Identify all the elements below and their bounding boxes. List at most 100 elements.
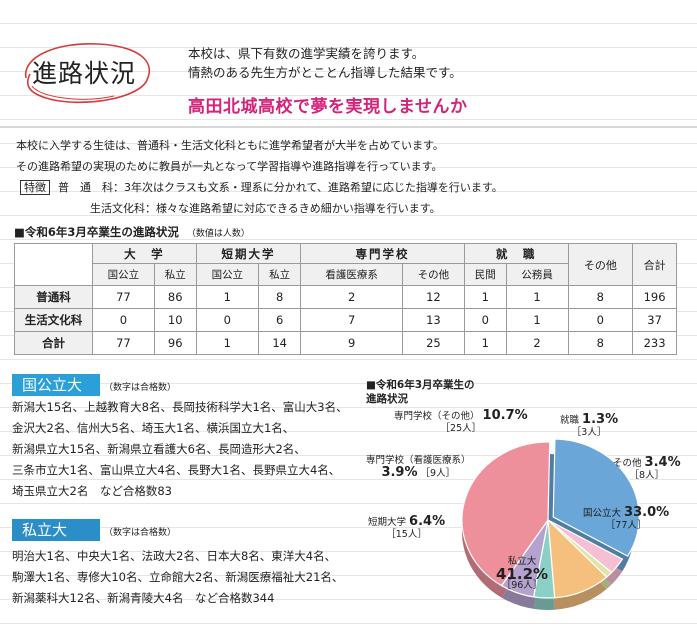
table-cell: 0 — [463, 308, 507, 332]
group-vocational: 専門学校 — [300, 243, 465, 264]
slice-label-percent: 3.4% — [644, 455, 681, 470]
slice-label-count: ［96人］ — [501, 580, 543, 591]
table-cell: 196 — [632, 285, 677, 309]
table-cell: 7 — [300, 308, 404, 332]
table-title-text: ■令和6年3月卒業生の進路状況 — [14, 225, 179, 239]
slice-label-percent: 3.9% — [381, 465, 418, 480]
sub-header: 公務員 — [505, 263, 569, 286]
slice-label-name: 専門学校（看護医療系） — [366, 455, 471, 466]
desc-line-feature: 特徴普 通 科：3年次はクラスも文系・理系に分かれて、進路希望に応じた指導を行い… — [20, 179, 503, 195]
national-university-band: 国公立大 — [12, 374, 100, 396]
table-cell: 6 — [258, 308, 302, 332]
feature-lifestyle: 生活文化科：様々な進路希望に対応できるきめ細かい指導を行います。 — [90, 202, 441, 215]
private-list: 明治大1名、中央大1名、法政大2名、日本大8名、東洋大4名、 駒澤大1名、専修大… — [12, 546, 343, 609]
table-corner — [14, 243, 93, 286]
slice-label-name: 短期大学 — [368, 517, 407, 528]
sub-header: 民間 — [463, 263, 507, 286]
table-cell: 14 — [258, 331, 302, 355]
national-note: （数字は合格数） — [104, 383, 177, 393]
row-header: 生活文化科 — [14, 308, 93, 332]
slice-label-count: ［15人］ — [386, 529, 427, 540]
sub-header: その他 — [402, 263, 465, 286]
slice-label-name: 就職 — [560, 415, 580, 426]
slice-label-percent: 10.7% — [482, 408, 528, 423]
slice-label-national: 国公立大 33.0% ［77人］ — [583, 505, 670, 532]
sub-header: 看護医療系 — [300, 263, 404, 286]
group-employment: 就 職 — [463, 243, 569, 264]
table-cell: 25 — [402, 331, 465, 355]
desc-line: 本校に入学する生徒は、普通科・生活文化科ともに進学希望者が大半を占めています。 — [16, 139, 444, 152]
slice-label-other: その他 3.4% ［8人］ — [613, 455, 681, 482]
feature-general: 普 通 科：3年次はクラスも文系・理系に分かれて、進路希望に応じた指導を行います… — [58, 181, 503, 194]
slice-label-name: 専門学校（その他） — [394, 411, 480, 422]
slice-label-count: ［9人］ — [420, 468, 456, 479]
chart-title: ■令和6年3月卒業生の 進路状況 — [366, 378, 475, 406]
table-cell: 77 — [92, 285, 155, 309]
sub-header: 私立 — [258, 263, 302, 286]
slice-label-count: ［8人］ — [629, 470, 665, 481]
chart-title-line: ■令和6年3月卒業生の — [366, 379, 475, 391]
slice-label-private: 私立大 41.2% ［96人］ — [496, 556, 548, 592]
table-cell: 96 — [153, 331, 197, 355]
pie-slice-side-vocational-other — [548, 532, 607, 610]
intro-line: 情熱のある先生方がとことん指導した結果です。 — [188, 65, 462, 80]
table-cell: 9 — [300, 331, 404, 355]
sub-header: 私立 — [153, 263, 197, 286]
col-other: その他 — [567, 243, 634, 286]
title-circle-decoration — [25, 43, 151, 104]
page-title: 進路状況 — [32, 59, 137, 88]
slice-label-count: ［25人］ — [440, 423, 482, 434]
table-row: 普通科 77 86 1 8 2 12 1 1 8 196 — [14, 285, 677, 309]
table-cell: 1 — [505, 285, 569, 309]
list-item: 埼玉県立大2名 など合格数83 — [12, 484, 172, 498]
pie-slice-side-other — [548, 532, 623, 585]
table-cell: 2 — [300, 285, 404, 309]
table-row: 合計 77 96 1 14 9 25 1 2 8 233 — [14, 331, 677, 355]
row-header: 合計 — [14, 331, 93, 355]
list-item: 新潟県立大15名、新潟県立看護大6名、長岡造形大2名、 — [12, 442, 306, 456]
list-item: 駒澤大1名、専修大10名、立命館大2名、新潟医療福祉大21名、 — [12, 570, 344, 584]
feature-badge: 特徴 — [20, 180, 50, 195]
slogan: 高田北城高校で夢を実現しませんか — [188, 97, 468, 117]
private-note: （数字は合格数） — [104, 528, 177, 538]
results-table: 大 学 短期大学 専門学校 就 職 その他 合計 国公立 私立 国公立 私立 看… — [14, 243, 677, 355]
slice-label-percent: 33.0% — [624, 505, 670, 520]
slice-label-percent: 1.3% — [582, 412, 619, 427]
table-cell: 8 — [567, 285, 634, 309]
group-junior-college: 短期大学 — [195, 243, 302, 264]
desc-line: その進路希望の実現のために教員が一丸となって学習指導や進路指導を行っています。 — [16, 160, 443, 173]
table-cell: 1 — [195, 331, 260, 355]
intro-text: 本校は、県下有数の進学実績を誇ります。 情熱のある先生方がとことん指導した結果で… — [188, 44, 462, 82]
table-cell: 8 — [258, 285, 302, 309]
list-item: 三条市立大1名、富山県立大4名、長野大1名、長野県立大4名、 — [12, 463, 341, 477]
table-cell: 1 — [505, 308, 569, 332]
list-item: 金沢大2名、信州大5名、埼玉大1名、横浜国立大1名、 — [12, 421, 295, 435]
table-cell: 1 — [463, 331, 507, 355]
table-cell: 37 — [632, 308, 677, 332]
list-item: 新潟大15名、上越教育大8名、長岡技術科学大1名、富山大3名、 — [12, 400, 348, 414]
page-title-block: 進路状況 — [18, 38, 158, 108]
table-cell: 13 — [402, 308, 465, 332]
national-list: 新潟大15名、上越教育大8名、長岡技術科学大1名、富山大3名、 金沢大2名、信州… — [12, 397, 348, 502]
list-item: 新潟薬科大12名、新潟青陵大4名 など合格数344 — [12, 591, 275, 605]
col-total: 合計 — [632, 243, 677, 286]
table-cell: 86 — [153, 285, 197, 309]
table-title: ■令和6年3月卒業生の進路状況 （数値は人数） — [14, 224, 250, 240]
sub-header: 国公立 — [92, 263, 155, 286]
table-cell: 1 — [195, 285, 260, 309]
table-cell: 10 — [153, 308, 197, 332]
chart-title-line: 進路状況 — [366, 393, 408, 405]
private-university-band: 私立大 — [12, 519, 100, 541]
slice-label-count: ［77人］ — [605, 520, 647, 531]
table-note: （数値は人数） — [186, 229, 250, 239]
divider — [0, 126, 697, 128]
slice-label-junior-college: 短期大学 6.4% ［15人］ — [368, 515, 445, 541]
slice-label-vocational-nursing: 専門学校（看護医療系） 3.9% ［9人］ — [366, 455, 471, 480]
table-row: 生活文化科 0 10 0 6 7 13 0 1 0 37 — [14, 308, 677, 332]
group-university: 大 学 — [92, 243, 197, 264]
sub-header: 国公立 — [195, 263, 260, 286]
slice-label-percent: 41.2% — [496, 565, 549, 583]
slice-label-name: その他 — [613, 458, 642, 469]
slice-label-count: ［3人］ — [571, 427, 607, 438]
table-cell: 12 — [402, 285, 465, 309]
